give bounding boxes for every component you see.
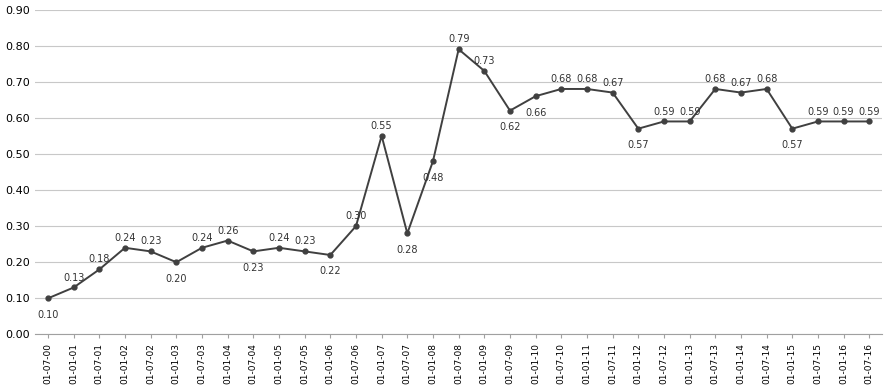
Text: 0.62: 0.62 (499, 122, 520, 132)
Text: 0.13: 0.13 (63, 273, 84, 282)
Text: 0.73: 0.73 (473, 56, 495, 66)
Text: 0.48: 0.48 (423, 173, 444, 183)
Text: 0.57: 0.57 (628, 140, 649, 150)
Text: 0.57: 0.57 (781, 140, 803, 150)
Text: 0.24: 0.24 (115, 233, 136, 243)
Text: 0.20: 0.20 (165, 274, 187, 284)
Text: 0.10: 0.10 (37, 310, 59, 320)
Text: 0.68: 0.68 (576, 74, 598, 84)
Text: 0.23: 0.23 (242, 263, 264, 273)
Text: 0.67: 0.67 (602, 78, 623, 88)
Text: 0.55: 0.55 (371, 121, 392, 131)
Text: 0.67: 0.67 (730, 78, 752, 88)
Text: 0.26: 0.26 (217, 226, 238, 236)
Text: 0.59: 0.59 (807, 106, 829, 117)
Text: 0.23: 0.23 (140, 236, 162, 246)
Text: 0.18: 0.18 (89, 255, 110, 264)
Text: 0.30: 0.30 (345, 211, 367, 221)
Text: 0.59: 0.59 (654, 106, 675, 117)
Text: 0.59: 0.59 (833, 106, 854, 117)
Text: 0.28: 0.28 (397, 245, 418, 255)
Text: 0.79: 0.79 (448, 34, 470, 44)
Text: 0.68: 0.68 (756, 74, 777, 84)
Text: 0.24: 0.24 (191, 233, 213, 243)
Text: 0.66: 0.66 (525, 108, 546, 118)
Text: 0.68: 0.68 (704, 74, 726, 84)
Text: 0.23: 0.23 (294, 236, 315, 246)
Text: 0.22: 0.22 (320, 266, 341, 277)
Text: 0.59: 0.59 (859, 106, 880, 117)
Text: 0.24: 0.24 (268, 233, 289, 243)
Text: 0.68: 0.68 (551, 74, 572, 84)
Text: 0.59: 0.59 (679, 106, 701, 117)
